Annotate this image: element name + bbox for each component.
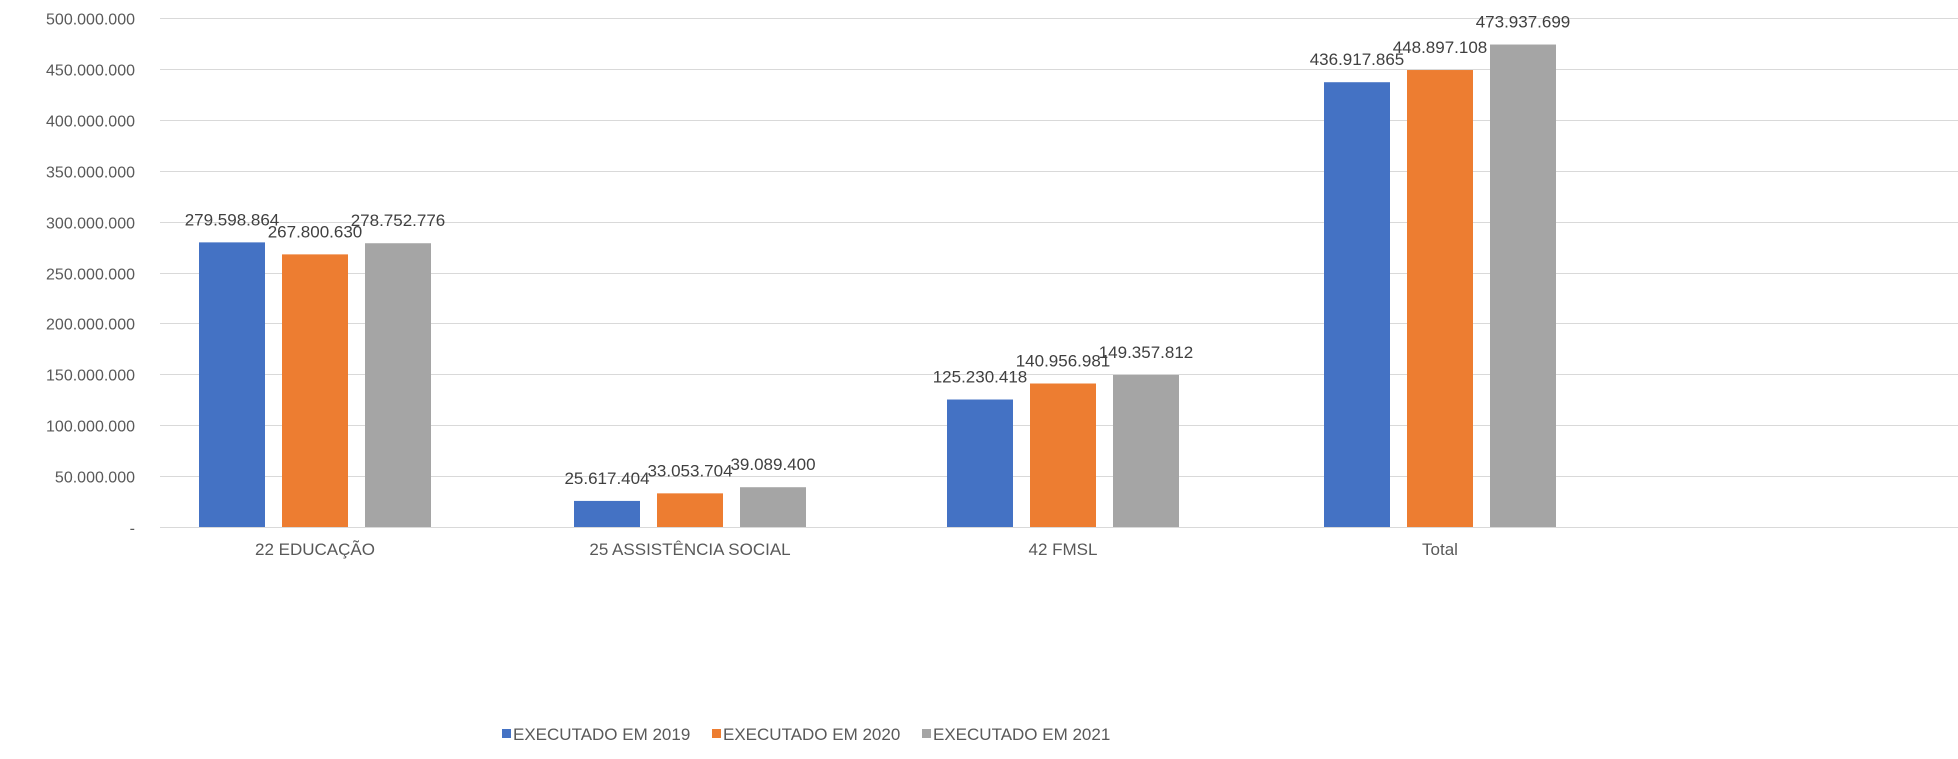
x-axis-categories: 22 EDUCAÇÃO 25 ASSISTÊNCIA SOCIAL 42 FMSL T… [255,540,1458,559]
y-tick-label: 200.000.000 [46,317,135,334]
bar [282,254,348,527]
y-tick-label: 150.000.000 [46,368,135,385]
legend: EXECUTADO EM 2019 EXECUTADO EM 2020 EXECUT… [502,725,1110,744]
y-tick-label: 300.000.000 [46,216,135,233]
category-label: 22 EDUCAÇÃO [255,540,375,559]
category-label: Total [1422,540,1458,559]
legend-swatch [922,729,931,738]
y-tick-label: - [130,521,135,538]
y-tick-label: 500.000.000 [46,12,135,29]
data-label: 267.800.630 [268,222,363,241]
data-label: 39.089.400 [730,455,815,474]
bar [199,242,265,528]
data-label: 149.357.812 [1099,343,1194,362]
bar [1113,374,1179,527]
bar [947,399,1013,527]
bar [1030,383,1096,527]
y-tick-label: 250.000.000 [46,267,135,284]
bar [365,243,431,527]
data-labels: 279.598.864 25.617.404 125.230.418 436.917.… [185,13,1571,488]
data-label: 473.937.699 [1476,13,1571,32]
data-label: 448.897.108 [1393,38,1488,57]
data-label: 436.917.865 [1310,50,1405,69]
legend-label: EXECUTADO EM 2021 [933,725,1110,744]
category-label: 42 FMSL [1029,540,1098,559]
bar [657,493,723,527]
data-label: 25.617.404 [564,469,649,488]
y-tick-label: 400.000.000 [46,114,135,131]
bars [199,44,1556,528]
data-label: 125.230.418 [933,368,1028,387]
y-tick-label: 350.000.000 [46,165,135,182]
data-label: 140.956.981 [1016,352,1111,371]
data-label: 33.053.704 [647,461,732,480]
legend-label: EXECUTADO EM 2020 [723,725,900,744]
grid-lines [160,18,1958,528]
y-axis-ticks: - 50.000.000 100.000.000 150.000.000 200.000… [46,12,135,538]
bar [740,487,806,527]
bar [574,500,640,527]
category-label: 25 ASSISTÊNCIA SOCIAL [589,540,790,559]
data-label: 278.752.776 [351,211,446,230]
y-tick-label: 100.000.000 [46,419,135,436]
legend-swatch [502,729,511,738]
y-tick-label: 450.000.000 [46,63,135,80]
legend-swatch [712,729,721,738]
y-tick-label: 50.000.000 [55,470,135,487]
data-label: 279.598.864 [185,210,280,229]
bar [1324,82,1390,527]
legend-label: EXECUTADO EM 2019 [513,725,690,744]
bar [1490,44,1556,527]
bar [1407,70,1473,528]
